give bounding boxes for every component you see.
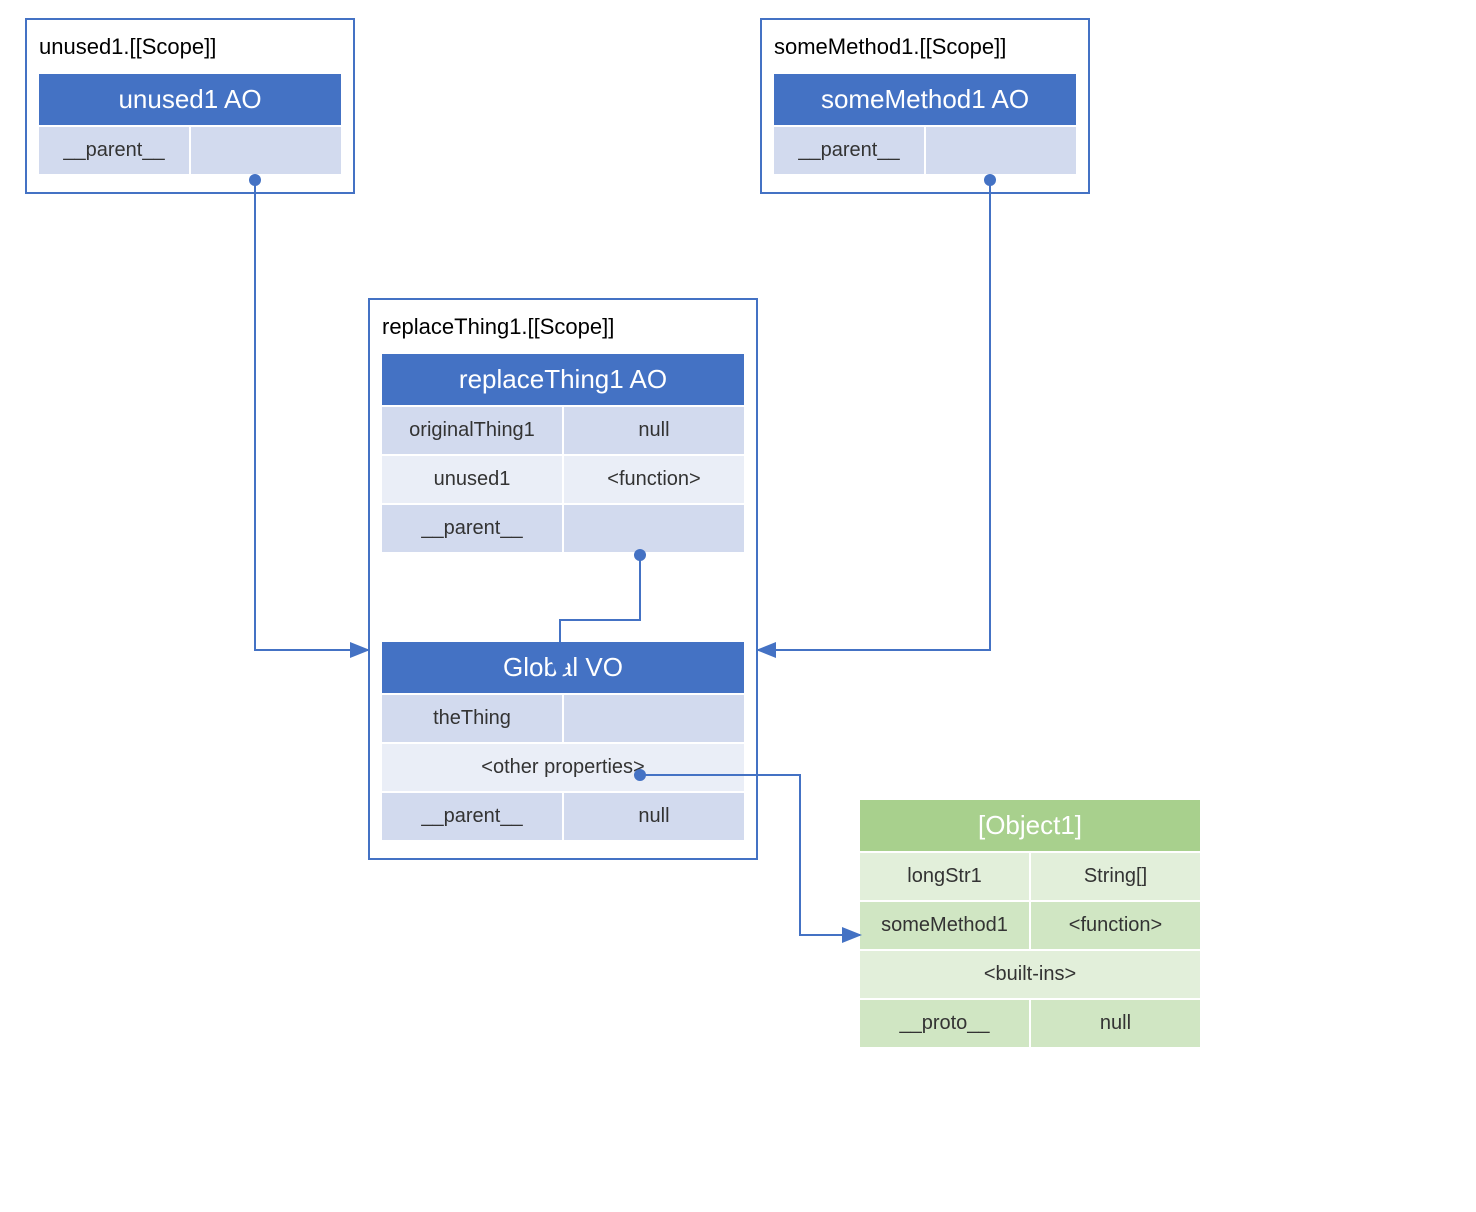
table-row: __parent__ [774,127,1076,174]
cell-value: String[] [1031,853,1200,900]
table-row: unused1 <function> [382,456,744,503]
cell-value: null [564,407,744,454]
table-row: __parent__ null [382,793,744,840]
cell-key: __parent__ [39,127,189,174]
table-row: theThing [382,695,744,742]
scope-title-replacething1: replaceThing1.[[Scope]] [382,310,744,344]
cell-span: <other properties> [382,744,744,791]
table-header-somemethod1: someMethod1 AO [774,74,1076,125]
scope-title-unused1: unused1.[[Scope]] [39,30,341,64]
cell-key: __proto__ [860,1000,1029,1047]
table-somemethod1: someMethod1 AO __parent__ [774,74,1076,174]
table-header-object1: [Object1] [860,800,1200,851]
cell-value: <function> [1031,902,1200,949]
table-object1: [Object1] longStr1 String[] someMethod1 … [860,800,1200,1047]
table-row: longStr1 String[] [860,853,1200,900]
cell-value-pointer [926,127,1076,174]
cell-value-pointer [191,127,341,174]
scope-box-replacething1: replaceThing1.[[Scope]] replaceThing1 AO… [368,298,758,860]
table-row: someMethod1 <function> [860,902,1200,949]
cell-value: null [564,793,744,840]
cell-key: originalThing1 [382,407,562,454]
table-row: __parent__ [382,505,744,552]
table-unused1: unused1 AO __parent__ [39,74,341,174]
cell-key: unused1 [382,456,562,503]
table-row: __parent__ [39,127,341,174]
table-row: originalThing1 null [382,407,744,454]
cell-value-pointer [564,695,744,742]
cell-value: <function> [564,456,744,503]
cell-span: <built-ins> [860,951,1200,998]
table-global-vo: Global VO theThing <other properties> __… [382,642,744,840]
table-row: <built-ins> [860,951,1200,998]
cell-key: longStr1 [860,853,1029,900]
cell-key: __parent__ [774,127,924,174]
cell-key: theThing [382,695,562,742]
edge-unused1-to-replacething1 [255,180,368,650]
scope-box-somemethod1: someMethod1.[[Scope]] someMethod1 AO __p… [760,18,1090,194]
table-header-global-vo: Global VO [382,642,744,693]
scope-title-somemethod1: someMethod1.[[Scope]] [774,30,1076,64]
cell-key: __parent__ [382,505,562,552]
scope-box-unused1: unused1.[[Scope]] unused1 AO __parent__ [25,18,355,194]
edge-somemethod1-to-replacething1 [758,180,990,650]
cell-value: null [1031,1000,1200,1047]
table-replacething1-ao: replaceThing1 AO originalThing1 null unu… [382,354,744,552]
table-header-replacething1-ao: replaceThing1 AO [382,354,744,405]
table-row: __proto__ null [860,1000,1200,1047]
table-header-unused1: unused1 AO [39,74,341,125]
table-row: <other properties> [382,744,744,791]
cell-key: someMethod1 [860,902,1029,949]
cell-key: __parent__ [382,793,562,840]
cell-value-pointer [564,505,744,552]
